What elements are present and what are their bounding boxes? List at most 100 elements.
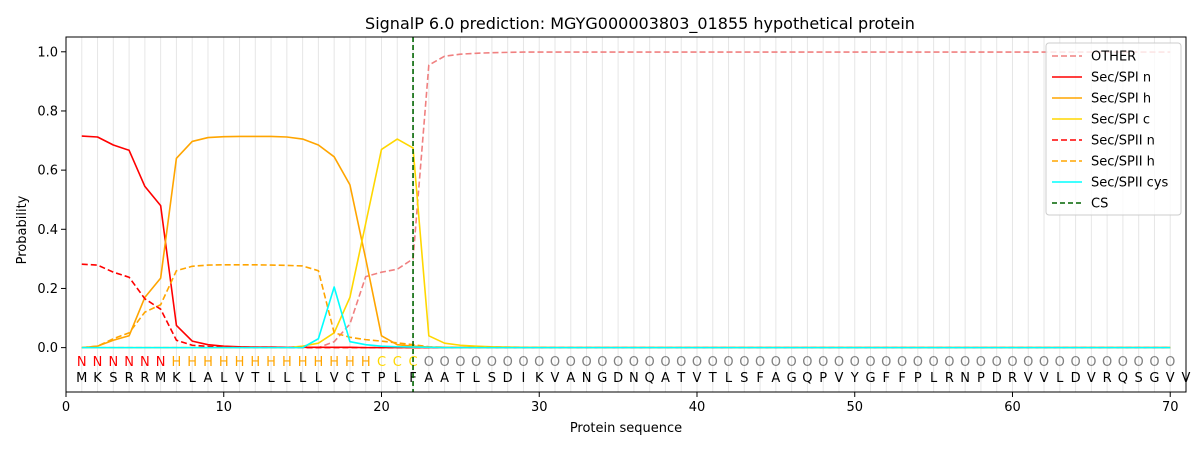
residue-letter: K: [172, 371, 181, 386]
x-tick-label: 70: [1162, 400, 1179, 415]
residue-letter: Q: [802, 371, 812, 386]
region-letter: O: [1102, 355, 1112, 370]
region-letter: C: [393, 355, 402, 370]
region-letter: H: [172, 355, 182, 370]
region-letter: O: [960, 355, 970, 370]
region-letter: O: [723, 355, 733, 370]
residue-letter: D: [1071, 371, 1081, 386]
region-letter: H: [266, 355, 276, 370]
region-letter: O: [976, 355, 986, 370]
sequence-letters: NMNKNSNRNRNMHKHLHAHLHVHTHLHLHLHLHVHCHTCP…: [76, 355, 1190, 386]
region-letter: H: [329, 355, 339, 370]
region-letter: C: [409, 355, 418, 370]
residue-letter: V: [235, 371, 244, 386]
residue-letter: L: [315, 371, 323, 386]
residue-letter: V: [835, 371, 844, 386]
y-axis-label: Probability: [15, 195, 30, 264]
region-letter: O: [503, 355, 513, 370]
residue-letter: R: [125, 371, 134, 386]
residue-letter: V: [551, 371, 560, 386]
x-tick-label: 50: [846, 400, 863, 415]
residue-letter: N: [960, 371, 970, 386]
residue-letter: A: [204, 371, 213, 386]
residue-letter: R: [1103, 371, 1112, 386]
y-tick-label: 1.0: [37, 45, 58, 60]
region-letter: O: [550, 355, 560, 370]
region-letter: O: [834, 355, 844, 370]
residue-letter: R: [945, 371, 954, 386]
residue-letter: A: [566, 371, 575, 386]
residue-letter: M: [155, 371, 166, 386]
region-letter: N: [124, 355, 134, 370]
residue-letter: V: [1024, 371, 1033, 386]
residue-letter: D: [613, 371, 623, 386]
legend-label: OTHER: [1091, 50, 1136, 65]
series-line-sec-spii-cys: [81, 286, 1171, 349]
region-letter: O: [1055, 355, 1065, 370]
legend-label: Sec/SPII h: [1091, 155, 1155, 170]
residue-letter: P: [819, 371, 827, 386]
residue-letter: A: [661, 371, 670, 386]
residue-letter: I: [522, 371, 526, 386]
y-tick-label: 0.4: [37, 223, 58, 238]
residue-letter: G: [1149, 371, 1159, 386]
region-letter: O: [471, 355, 481, 370]
region-letter: N: [156, 355, 166, 370]
legend: OTHER Sec/SPI n Sec/SPI h Sec/SPI c Sec/SPII…: [1045, 42, 1182, 216]
residue-letter: D: [992, 371, 1002, 386]
region-letter: O: [629, 355, 639, 370]
residue-letter: F: [883, 371, 890, 386]
region-letter: O: [455, 355, 465, 370]
residue-letter: V: [330, 371, 339, 386]
region-letter: N: [140, 355, 150, 370]
x-tick-label: 20: [373, 400, 390, 415]
residue-letter: C: [345, 371, 354, 386]
residue-letter: L: [267, 371, 275, 386]
region-letter: C: [377, 355, 386, 370]
series-line-sec-spi-c: [81, 138, 1171, 349]
region-letter: O: [944, 355, 954, 370]
residue-letter: P: [914, 371, 922, 386]
region-letter: O: [487, 355, 497, 370]
region-letter: H: [235, 355, 245, 370]
region-letter: N: [93, 355, 103, 370]
residue-letter: K: [93, 371, 102, 386]
x-tick-label: 40: [689, 400, 706, 415]
region-letter: O: [424, 355, 434, 370]
region-letter: O: [771, 355, 781, 370]
region-letter: H: [298, 355, 308, 370]
plot-frame: [65, 36, 1187, 393]
legend-label: Sec/SPI n: [1091, 71, 1151, 86]
region-letter: O: [1007, 355, 1017, 370]
legend-label: CS: [1091, 197, 1108, 212]
legend-label: Sec/SPI c: [1091, 113, 1150, 128]
residue-letter: Y: [850, 371, 859, 386]
region-letter: O: [1134, 355, 1144, 370]
y-tick-label: 0.2: [37, 282, 58, 297]
x-axis-label: Protein sequence: [570, 421, 682, 436]
y-axis-ticks: 0.0 0.2 0.4 0.6 0.8 1.0: [37, 45, 66, 356]
legend-label: Sec/SPII n: [1091, 134, 1155, 149]
region-letter: O: [439, 355, 449, 370]
region-letter: N: [108, 355, 118, 370]
x-axis-ticks: 0 10 20 30 40 50 60 70: [62, 392, 1179, 415]
x-tick-label: 30: [531, 400, 548, 415]
residue-letter: T: [676, 371, 685, 386]
series-line-sec-spi-h: [81, 135, 1171, 349]
residue-letter: V: [1166, 371, 1175, 386]
region-letter: O: [518, 355, 528, 370]
region-letter: O: [1070, 355, 1080, 370]
residue-letter: A: [424, 371, 433, 386]
residue-letter: V: [1087, 371, 1096, 386]
region-letter: H: [282, 355, 292, 370]
region-letter: O: [708, 355, 718, 370]
residue-letter: T: [455, 371, 464, 386]
legend-label: Sec/SPI h: [1091, 92, 1151, 107]
residue-letter: L: [394, 371, 402, 386]
region-letter: O: [1118, 355, 1128, 370]
residue-letter: M: [76, 371, 87, 386]
region-letter: O: [897, 355, 907, 370]
region-letter: O: [928, 355, 938, 370]
region-letter: O: [1023, 355, 1033, 370]
